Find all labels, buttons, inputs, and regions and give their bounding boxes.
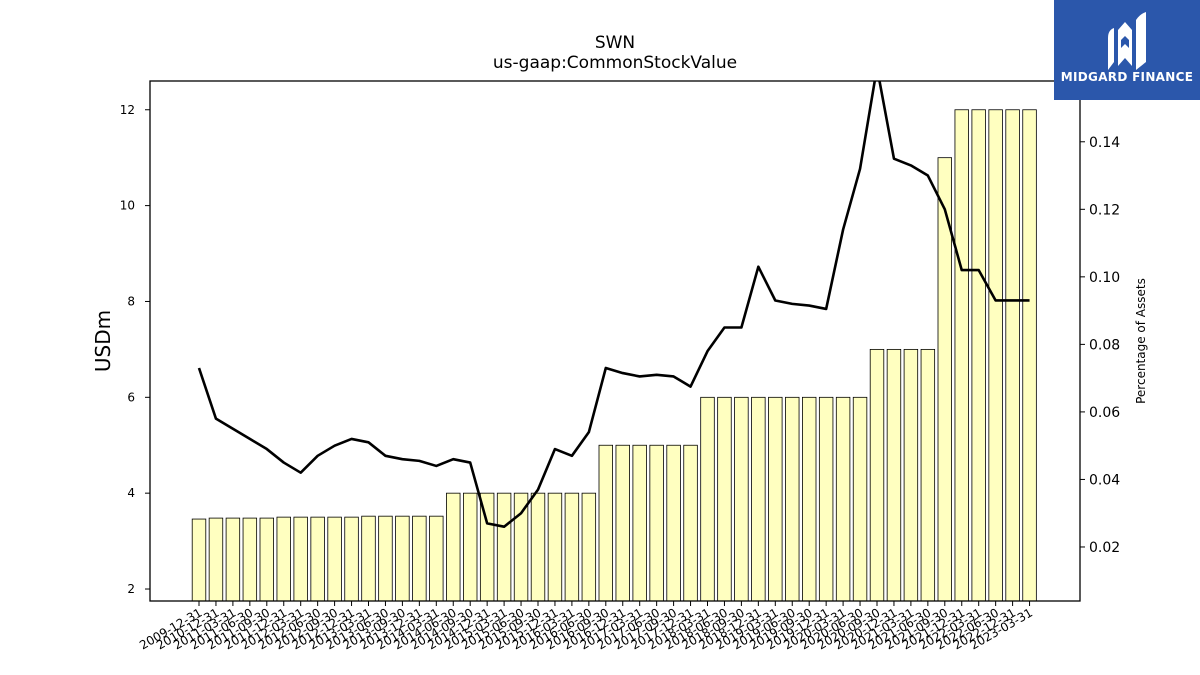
bar bbox=[496, 492, 512, 602]
bar bbox=[903, 348, 919, 602]
bar bbox=[446, 492, 461, 602]
bar bbox=[462, 492, 478, 602]
bar bbox=[191, 518, 207, 602]
bar bbox=[615, 444, 630, 602]
bar bbox=[225, 517, 241, 602]
left-y-tick-label: 8 bbox=[127, 294, 135, 308]
bar bbox=[683, 444, 698, 602]
left-y-axis-label: USDm bbox=[91, 310, 115, 372]
bar bbox=[852, 396, 868, 602]
bar bbox=[378, 515, 393, 602]
bar bbox=[429, 515, 444, 602]
right-y-tick-label: 0.06 bbox=[1089, 405, 1120, 421]
bar bbox=[276, 516, 291, 602]
bar bbox=[1022, 109, 1037, 602]
bar bbox=[920, 348, 936, 602]
bar bbox=[971, 109, 986, 602]
bar bbox=[395, 515, 410, 602]
bar-series bbox=[191, 109, 1037, 602]
bar bbox=[598, 444, 614, 602]
bar bbox=[293, 516, 308, 602]
bar bbox=[700, 396, 715, 602]
plot-frame bbox=[149, 80, 1081, 602]
chart-subtitle: us-gaap:CommonStockValue bbox=[493, 53, 737, 73]
x-axis: 2009-12-312010-12-312011-03-312011-06-30… bbox=[137, 601, 1035, 652]
bar bbox=[259, 517, 275, 602]
right-y-tick-label: 0.08 bbox=[1089, 337, 1120, 353]
bar bbox=[530, 492, 546, 602]
left-y-tick-label: 10 bbox=[120, 199, 135, 213]
right-y-tick-label: 0.12 bbox=[1089, 202, 1120, 218]
bar bbox=[869, 348, 885, 602]
bar bbox=[361, 515, 376, 602]
bar bbox=[310, 516, 325, 602]
brand-mark-icon bbox=[1108, 12, 1146, 70]
bar bbox=[818, 396, 834, 602]
bar bbox=[954, 109, 969, 602]
percentage-of-assets-line bbox=[197, 81, 1030, 529]
bar bbox=[344, 516, 359, 602]
bar bbox=[734, 396, 749, 602]
bar bbox=[666, 444, 681, 602]
right-y-axis: 0.02 0.04 0.06 0.08 0.10 0.12 0.14 bbox=[1080, 135, 1120, 556]
brand-name: MIDGARD FINANCE bbox=[1061, 70, 1193, 84]
bar bbox=[547, 492, 563, 602]
bar bbox=[649, 444, 664, 602]
left-y-tick-label: 2 bbox=[127, 582, 135, 596]
bar bbox=[412, 515, 427, 602]
left-y-tick-label: 4 bbox=[127, 486, 135, 500]
bar bbox=[564, 492, 580, 602]
bar bbox=[835, 396, 851, 602]
brand-logo: MIDGARD FINANCE bbox=[1054, 0, 1200, 100]
bar bbox=[988, 109, 1003, 602]
bar bbox=[802, 396, 817, 602]
left-y-tick-label: 6 bbox=[127, 390, 135, 404]
bar bbox=[632, 444, 647, 602]
right-y-axis-label: Percentage of Assets bbox=[1134, 278, 1148, 404]
bar bbox=[208, 517, 224, 602]
bar bbox=[886, 348, 902, 602]
bar bbox=[751, 396, 766, 602]
bar bbox=[242, 517, 258, 602]
right-y-tick-label: 0.02 bbox=[1089, 540, 1120, 556]
left-y-tick-label: 12 bbox=[120, 103, 135, 117]
chart-title: SWN bbox=[595, 33, 635, 53]
bar bbox=[581, 492, 597, 602]
bar bbox=[785, 396, 800, 602]
bar bbox=[513, 492, 529, 602]
bar bbox=[768, 396, 783, 602]
left-y-axis: 2 4 6 8 10 12 bbox=[120, 103, 150, 596]
bar bbox=[1005, 109, 1020, 602]
right-y-tick-label: 0.14 bbox=[1089, 135, 1120, 151]
right-y-tick-label: 0.04 bbox=[1089, 472, 1120, 488]
bar bbox=[717, 396, 732, 602]
right-y-tick-label: 0.10 bbox=[1089, 270, 1120, 286]
bar bbox=[327, 516, 342, 602]
